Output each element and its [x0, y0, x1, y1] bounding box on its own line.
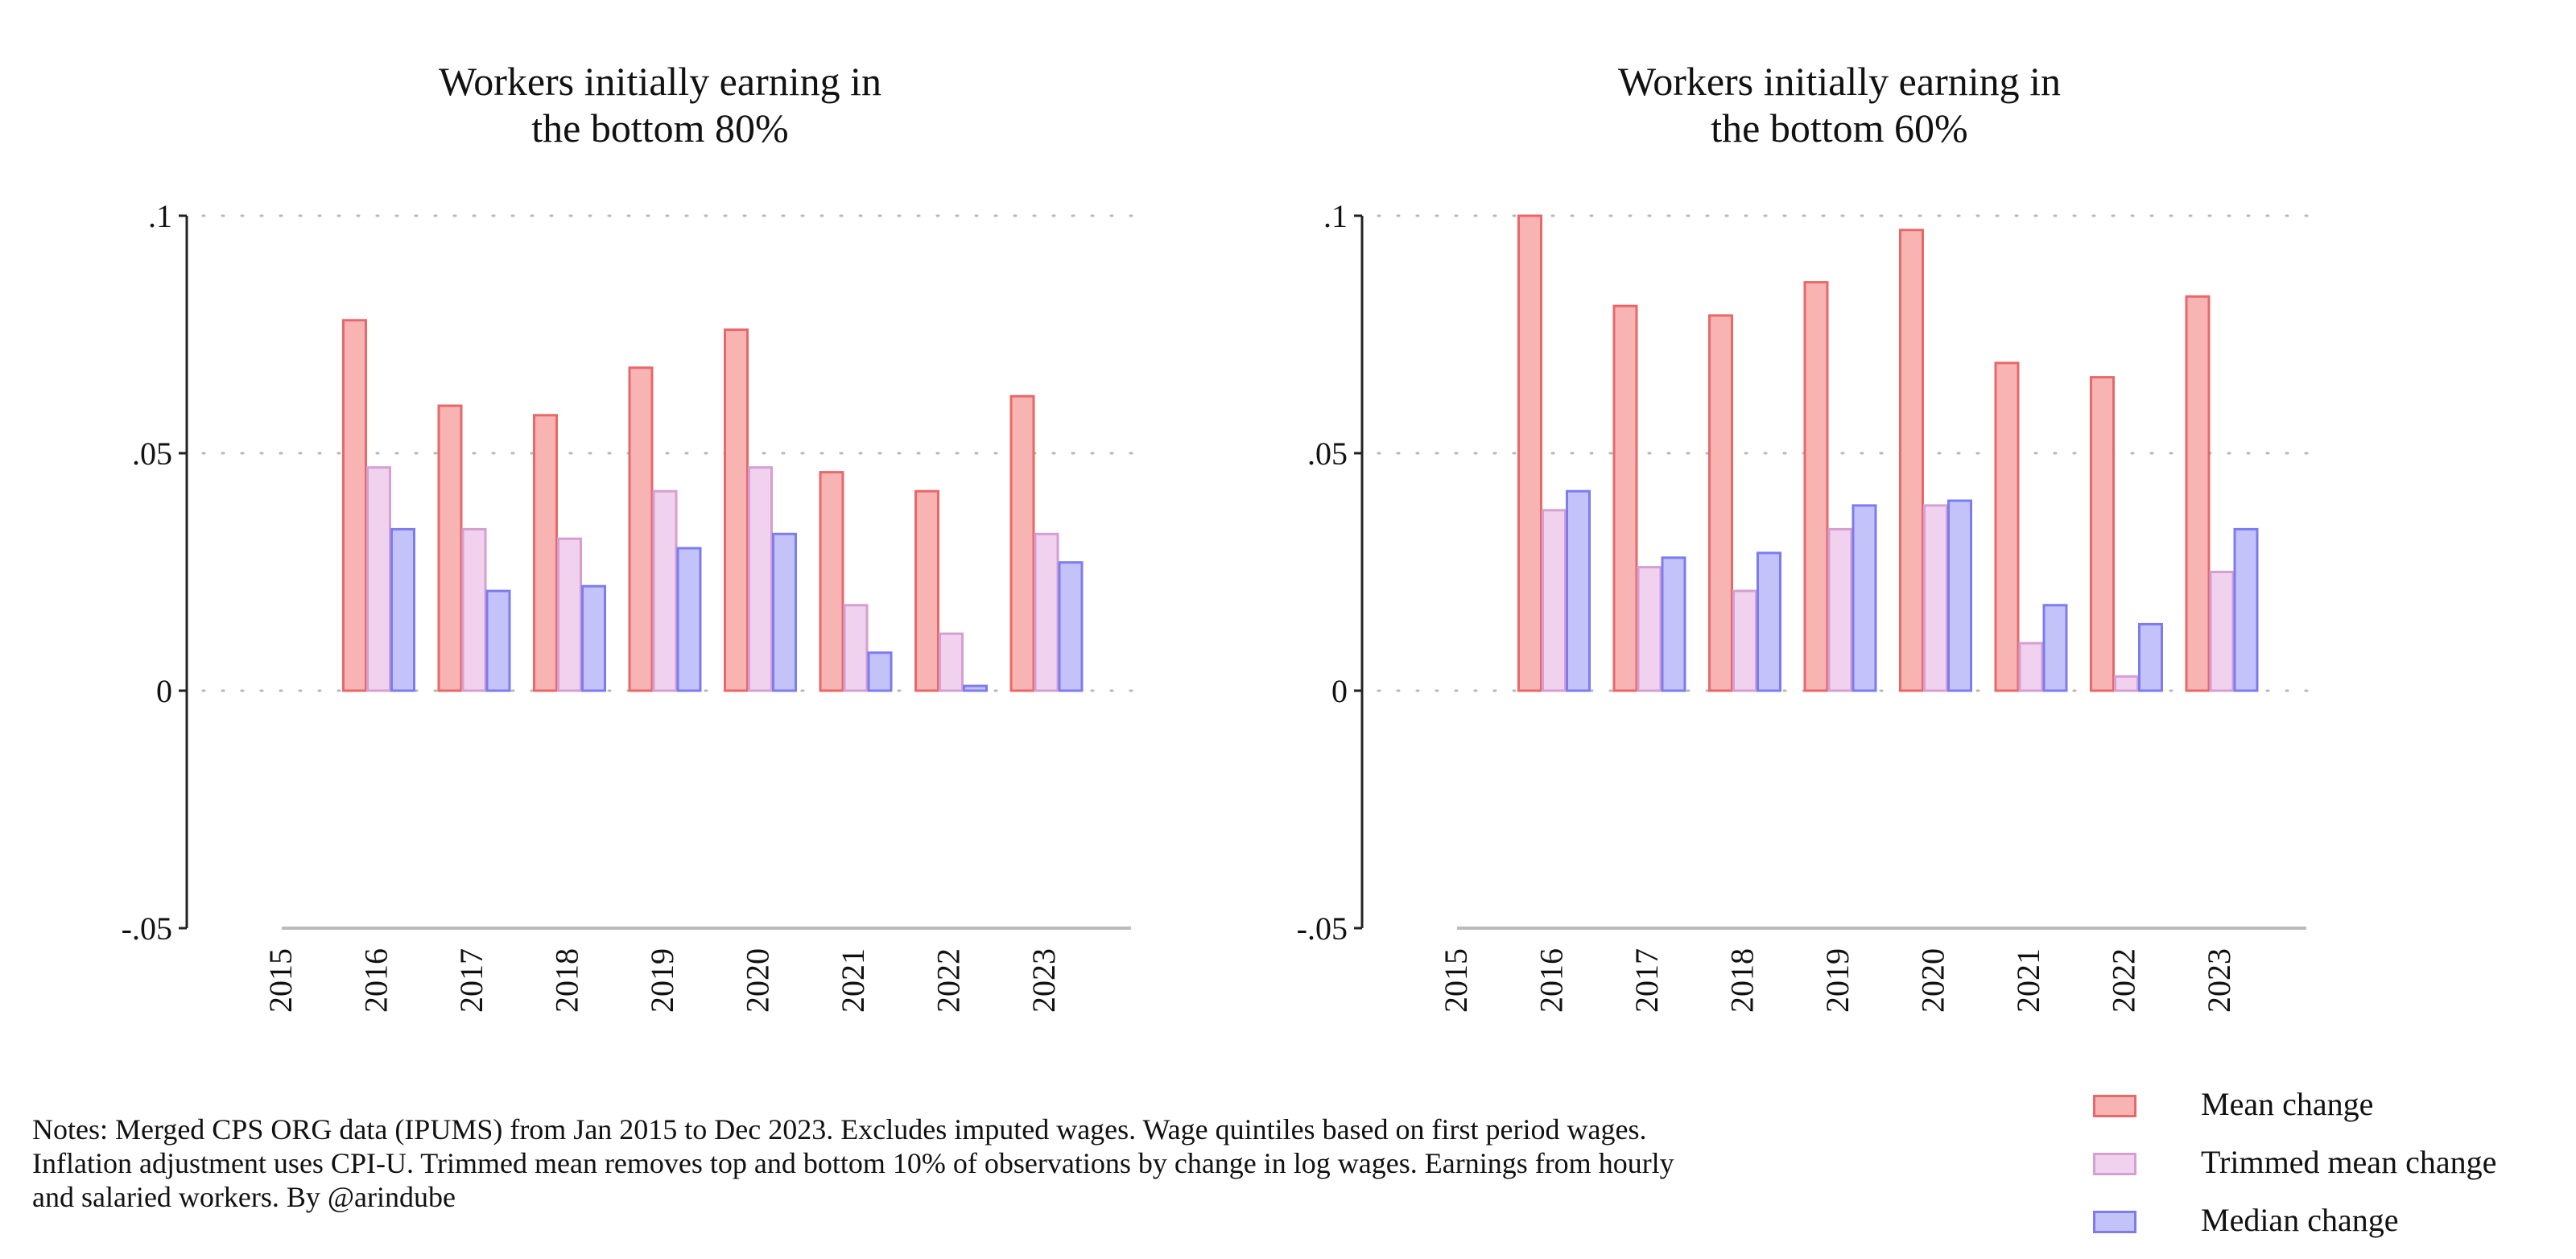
x-tick-label: 2016 — [358, 948, 394, 1013]
x-tick-label: 2021 — [2010, 948, 2046, 1013]
notes-line-2: Inflation adjustment uses CPI-U. Trimmed… — [32, 1147, 1674, 1179]
chart-panel-bottom-80: Workers initially earning in the bottom 8… — [122, 59, 1143, 1013]
chart-notes: Notes: Merged CPS ORG data (IPUMS) from … — [32, 1112, 2093, 1214]
x-tick-label: 2019 — [644, 948, 680, 1013]
bar-trimmed-mean-2018 — [1732, 589, 1757, 692]
bar-median-2019 — [1852, 504, 1877, 692]
bar-trimmed-mean-2019 — [1827, 527, 1853, 692]
bar-mean-2019 — [628, 366, 654, 692]
legend-swatch-median — [2093, 1211, 2136, 1233]
chart-legend: Mean change Trimmed mean change Median c… — [2093, 1085, 2544, 1259]
x-tick-label: 2023 — [2201, 948, 2237, 1013]
notes-line-1: Notes: Merged CPS ORG data (IPUMS) from … — [32, 1113, 1647, 1145]
bar-trimmed-mean-2021 — [843, 604, 869, 692]
x-tick-label: 2023 — [1026, 948, 1062, 1013]
chart-title-line: Workers initially earning in — [1618, 59, 2061, 104]
bar-mean-2018 — [533, 414, 558, 692]
bar-median-2017 — [1661, 556, 1686, 692]
y-tick-label: .05 — [132, 435, 172, 472]
bar-mean-2022 — [2090, 376, 2115, 692]
x-tick-label: 2016 — [1534, 948, 1570, 1013]
bar-trimmed-mean-2021 — [2018, 642, 2044, 692]
bar-mean-2017 — [1612, 304, 1638, 692]
bar-trimmed-mean-2017 — [1637, 566, 1662, 692]
bar-trimmed-mean-2017 — [461, 527, 487, 692]
bar-median-2022 — [2138, 622, 2163, 692]
bar-mean-2023 — [2185, 295, 2211, 692]
bar-trimmed-mean-2019 — [652, 489, 678, 692]
bar-mean-2021 — [1994, 361, 2020, 692]
bar-mean-2021 — [819, 471, 844, 692]
chart-title-line: Workers initially earning in — [439, 59, 881, 104]
x-tick-label: 2015 — [1438, 948, 1474, 1013]
bar-mean-2016 — [1517, 214, 1542, 692]
legend-item-trimmed-mean: Trimmed mean change — [2093, 1143, 2544, 1201]
y-tick-label: .05 — [1307, 435, 1348, 472]
x-tick-label: 2019 — [1819, 948, 1856, 1013]
bar-trimmed-mean-2016 — [1542, 509, 1567, 692]
bar-median-2018 — [1757, 551, 1781, 692]
bar-mean-2020 — [1899, 229, 1924, 692]
notes-line-3: and salaried workers. By @arindube — [32, 1181, 456, 1213]
y-tick-label: .1 — [148, 198, 172, 234]
bar-trimmed-mean-2018 — [557, 537, 582, 692]
legend-label-trimmed-mean: Trimmed mean change — [2201, 1144, 2497, 1180]
bar-median-2021 — [867, 651, 893, 692]
bar-mean-2020 — [724, 328, 749, 692]
legend-item-median: Median change — [2093, 1201, 2544, 1259]
y-tick-label: 0 — [156, 673, 172, 709]
bar-trimmed-mean-2020 — [748, 466, 773, 692]
bar-median-2021 — [2042, 604, 2068, 692]
legend-swatch-mean — [2093, 1095, 2136, 1117]
chart-title-line: the bottom 80% — [531, 105, 788, 151]
bar-median-2020 — [772, 532, 797, 692]
y-tick-label: .1 — [1323, 198, 1348, 234]
legend-label-mean: Mean change — [2201, 1086, 2374, 1122]
chart-panel-bottom-60: Workers initially earning in the bottom 6… — [1297, 59, 2318, 1013]
y-tick-label: -.05 — [122, 910, 172, 947]
x-tick-label: 2020 — [1915, 948, 1951, 1013]
chart-title-line: the bottom 60% — [1711, 105, 1967, 151]
legend-label-median: Median change — [2201, 1202, 2399, 1238]
x-tick-label: 2018 — [549, 948, 585, 1013]
bar-median-2017 — [485, 589, 511, 692]
bar-median-2022 — [963, 684, 988, 692]
bar-trimmed-mean-2023 — [2209, 571, 2235, 692]
chart-title: Workers initially earning in the bottom 6… — [1618, 59, 2061, 151]
bar-median-2016 — [1566, 489, 1591, 692]
bar-median-2023 — [2233, 527, 2259, 692]
x-tick-label: 2020 — [740, 948, 776, 1013]
bar-mean-2016 — [342, 319, 367, 692]
bar-mean-2022 — [914, 489, 939, 692]
bar-mean-2019 — [1803, 281, 1829, 692]
bar-median-2016 — [390, 527, 415, 692]
bar-trimmed-mean-2022 — [939, 632, 964, 692]
bar-median-2018 — [581, 584, 606, 692]
bar-trimmed-mean-2023 — [1034, 532, 1059, 692]
x-tick-label: 2021 — [835, 948, 871, 1013]
bar-mean-2017 — [437, 404, 463, 692]
y-tick-label: 0 — [1331, 673, 1348, 709]
bar-median-2020 — [1947, 499, 1972, 692]
bar-trimmed-mean-2016 — [366, 466, 391, 692]
x-tick-label: 2022 — [2106, 948, 2142, 1013]
legend-item-mean: Mean change — [2093, 1085, 2544, 1143]
bar-median-2019 — [676, 547, 702, 692]
chart-title: Workers initially earning in the bottom 8… — [439, 59, 881, 151]
x-tick-label: 2022 — [931, 948, 967, 1013]
bar-median-2023 — [1058, 561, 1084, 692]
bar-trimmed-mean-2020 — [1923, 504, 1948, 692]
x-tick-label: 2018 — [1724, 948, 1761, 1013]
y-tick-label: -.05 — [1297, 910, 1348, 947]
x-tick-label: 2017 — [1629, 948, 1665, 1013]
x-tick-label: 2017 — [453, 948, 489, 1013]
bar-trimmed-mean-2022 — [2114, 675, 2139, 692]
x-tick-label: 2015 — [262, 948, 299, 1013]
bar-mean-2018 — [1708, 314, 1733, 692]
bar-mean-2023 — [1009, 394, 1035, 692]
bar-charts: Workers initially earning in the bottom 8… — [122, 59, 2318, 1013]
legend-swatch-trimmed-mean — [2093, 1153, 2136, 1175]
